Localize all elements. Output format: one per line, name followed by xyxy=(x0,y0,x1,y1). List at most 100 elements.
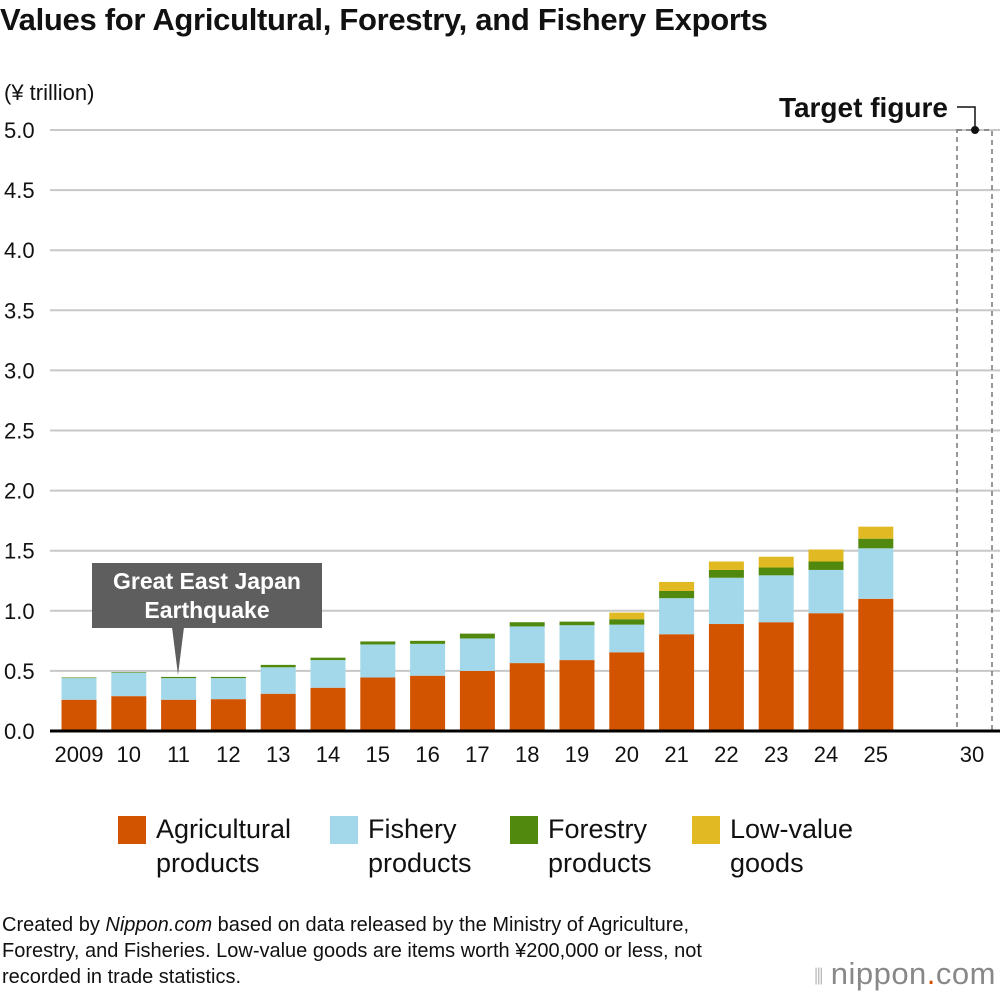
bar-segment-fishery-products xyxy=(410,643,446,676)
x-tick-label: 13 xyxy=(266,742,290,767)
x-tick-label: 25 xyxy=(864,742,888,767)
bar-segment-fishery-products xyxy=(210,678,246,700)
bar-segment-low-value-goods xyxy=(609,612,645,620)
bar-segment-forestry-products xyxy=(858,538,894,549)
bar-segment-forestry-products xyxy=(509,622,545,627)
legend-label: products xyxy=(156,848,260,878)
bar-segment-fishery-products xyxy=(509,626,545,664)
x-tick-label: 2009 xyxy=(55,742,104,767)
bar-segment-forestry-products xyxy=(758,567,794,576)
x-tick-label: 22 xyxy=(714,742,738,767)
legend-label: Low-value xyxy=(730,814,854,844)
y-tick-label: 4.5 xyxy=(4,178,35,203)
bar-segment-agricultural-products xyxy=(659,634,695,731)
bar-segment-agricultural-products xyxy=(111,696,147,731)
x-tick-label: 21 xyxy=(664,742,688,767)
bar-segment-forestry-products xyxy=(111,672,147,673)
bar-segment-forestry-products xyxy=(609,619,645,625)
bar-segment-agricultural-products xyxy=(161,699,197,731)
bar-segment-fishery-products xyxy=(360,644,396,678)
bar-segment-forestry-products xyxy=(61,677,97,679)
legend-swatch xyxy=(118,816,146,844)
annotation-pointer xyxy=(172,627,184,675)
y-tick-label: 2.0 xyxy=(4,479,35,504)
y-tick-label: 3.5 xyxy=(4,298,35,323)
nippon-logo: ⦀ nippon.com xyxy=(813,956,996,991)
bar-segment-low-value-goods xyxy=(858,526,894,539)
x-tick-label: 14 xyxy=(316,742,340,767)
x-tick-label: 12 xyxy=(216,742,240,767)
bar-segment-fishery-products xyxy=(708,577,744,625)
legend-label: products xyxy=(368,848,472,878)
target-dot xyxy=(971,126,979,134)
bar-segment-forestry-products xyxy=(161,676,197,679)
bar-segment-fishery-products xyxy=(111,672,147,697)
bar-segment-agricultural-products xyxy=(708,624,744,731)
bar-segment-agricultural-products xyxy=(808,613,844,731)
bar-segment-fishery-products xyxy=(161,678,197,700)
legend-swatch xyxy=(510,816,538,844)
bar-segment-fishery-products xyxy=(808,569,844,614)
legend-agricultural: Agricultural products xyxy=(118,812,291,880)
bar-segment-forestry-products xyxy=(360,641,396,645)
legend-label: Forestry xyxy=(548,814,648,844)
y-tick-label: 2.5 xyxy=(4,419,35,444)
legend-label: products xyxy=(548,848,652,878)
bar-segment-low-value-goods xyxy=(758,556,794,568)
bar-segment-fishery-products xyxy=(559,625,595,661)
target-leader-line xyxy=(957,106,976,130)
legend-swatch xyxy=(330,816,358,844)
annotation-label: Great East Japan xyxy=(113,568,301,594)
x-tick-label: 16 xyxy=(415,742,439,767)
legend-low-value: Low-value goods xyxy=(692,812,853,880)
footer-note: Created by Nippon.com based on data rele… xyxy=(2,914,702,988)
bar-segment-fishery-products xyxy=(758,575,794,623)
x-tick-label: 15 xyxy=(366,742,390,767)
bar-segment-agricultural-products xyxy=(559,660,595,731)
bar-segment-fishery-products xyxy=(61,678,97,700)
bar-segment-agricultural-products xyxy=(758,622,794,731)
x-tick-label: 24 xyxy=(814,742,838,767)
bar-segment-forestry-products xyxy=(659,590,695,599)
chart-plot: 0.0 0.5 1.0 1.5 2.0 2.5 3.0 3.5 4.0 4.5 5.0 2009 10 1… xyxy=(4,92,1000,767)
bar-segment-agricultural-products xyxy=(310,687,346,731)
bar-segment-forestry-products xyxy=(459,633,495,639)
bar-segment-forestry-products xyxy=(410,640,446,644)
y-tick-label: 0.5 xyxy=(4,659,35,684)
target-label: Target figure xyxy=(779,92,948,123)
y-tick-label: 1.0 xyxy=(4,599,35,624)
y-tick-label: 1.5 xyxy=(4,539,35,564)
legend-label: Agricultural xyxy=(156,814,292,844)
footer-brand: Nippon.com xyxy=(105,914,213,936)
target-bar xyxy=(956,129,993,732)
legend-fishery: Fishery products xyxy=(330,812,472,880)
bar-segment-forestry-products xyxy=(808,561,844,570)
bar-segment-forestry-products xyxy=(260,664,296,668)
x-tick-label: 30 xyxy=(960,742,984,767)
bar-segment-agricultural-products xyxy=(61,699,97,731)
bar-segment-agricultural-products xyxy=(260,693,296,731)
bar-segment-agricultural-products xyxy=(360,677,396,731)
bar-segment-fishery-products xyxy=(858,548,894,599)
y-tick-label: 3.0 xyxy=(4,358,35,383)
bar-segment-low-value-goods xyxy=(659,581,695,591)
bar-segment-forestry-products xyxy=(559,621,595,626)
y-tick-label: 4.0 xyxy=(4,238,35,263)
legend-forestry: Forestry products xyxy=(510,812,652,880)
chart-title: Values for Agricultural, Forestry, and F… xyxy=(0,2,768,37)
legend-label: goods xyxy=(730,848,804,878)
x-tick-label: 20 xyxy=(615,742,639,767)
x-tick-label: 19 xyxy=(565,742,589,767)
x-tick-label: 23 xyxy=(764,742,788,767)
bar-segment-forestry-products xyxy=(210,676,246,679)
y-axis-unit: (¥ trillion) xyxy=(4,80,95,105)
bar-segment-fishery-products xyxy=(659,598,695,635)
bar-segment-fishery-products xyxy=(310,660,346,688)
bar-segment-fishery-products xyxy=(609,624,645,653)
bar-segment-agricultural-products xyxy=(858,598,894,731)
annotation-box xyxy=(92,563,322,628)
bar-segment-agricultural-products xyxy=(509,663,545,731)
x-tick-label: 17 xyxy=(465,742,489,767)
bar-segment-agricultural-products xyxy=(609,652,645,731)
bar-segment-agricultural-products xyxy=(459,670,495,731)
